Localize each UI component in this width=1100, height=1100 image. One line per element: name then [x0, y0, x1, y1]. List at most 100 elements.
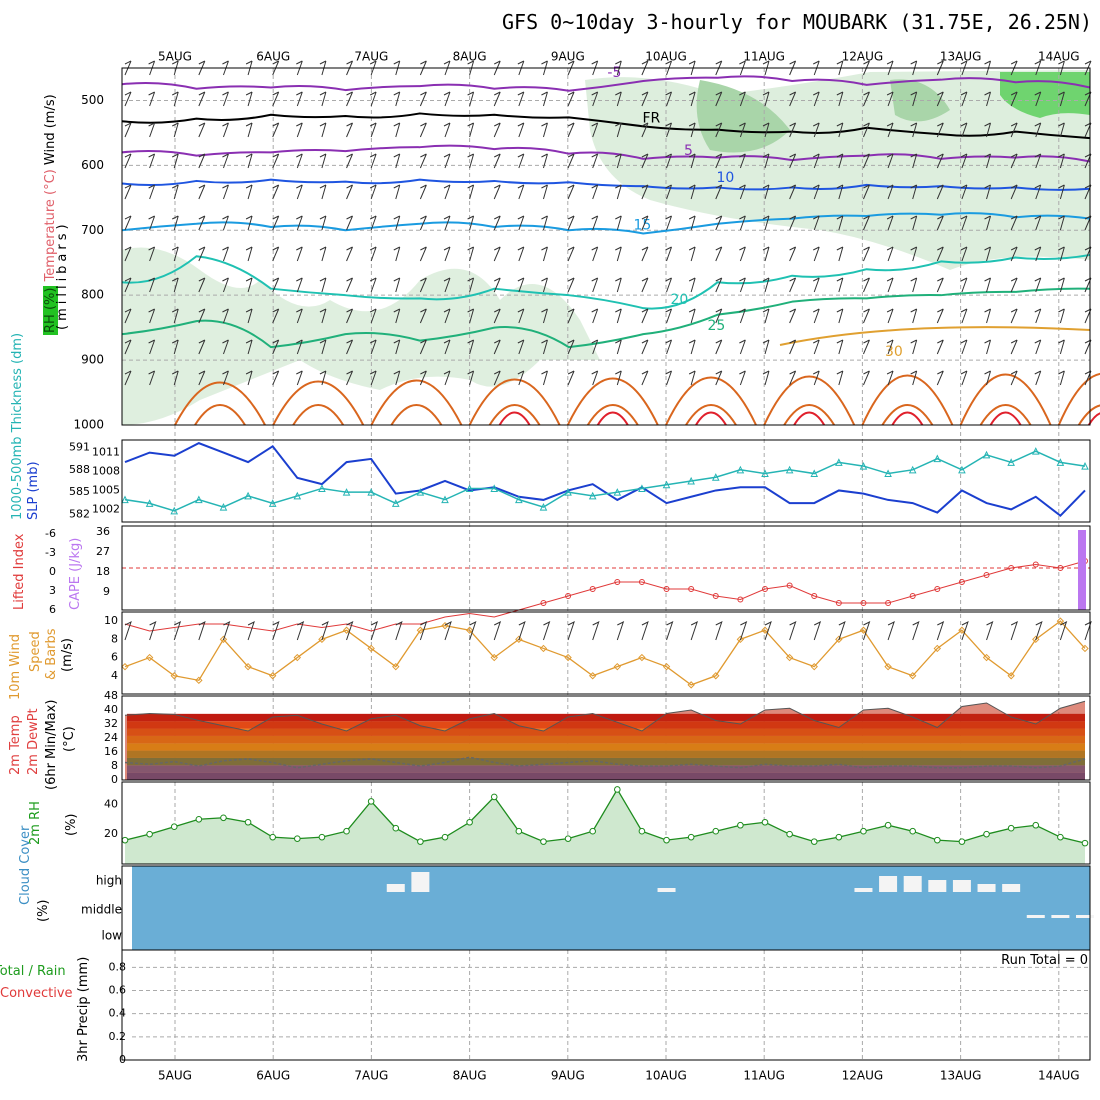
barb	[715, 184, 723, 200]
thickness-line	[124, 450, 1086, 512]
wind10-point	[736, 635, 745, 644]
barb	[936, 91, 944, 107]
wind10-point	[1081, 644, 1089, 653]
barb	[517, 370, 525, 386]
barb	[960, 91, 968, 107]
barb	[936, 308, 944, 324]
barb	[813, 308, 820, 324]
slp-ytick-1011: 1011	[92, 446, 120, 459]
hot-arc-9	[1087, 412, 1100, 426]
barb	[124, 246, 132, 262]
barb	[124, 153, 132, 169]
barb	[863, 91, 870, 107]
barb	[296, 277, 303, 293]
cape-ytick-2: 18	[96, 565, 110, 578]
barb	[665, 184, 673, 200]
barb	[641, 215, 649, 231]
barb	[789, 370, 797, 386]
rh2m-point	[564, 835, 572, 842]
wind10-barb	[936, 621, 945, 641]
barb	[1010, 91, 1018, 107]
thk-ytick-591: 591	[69, 440, 90, 453]
barb	[910, 246, 918, 262]
wind10-barb	[272, 621, 280, 641]
rh-shade-lower-left	[122, 247, 600, 425]
warm-arc-0	[174, 381, 266, 426]
barb	[245, 122, 253, 138]
barb	[443, 277, 451, 293]
barb	[172, 246, 179, 262]
barb	[715, 308, 723, 324]
xtick-top-12AUG: 12AUG	[842, 50, 884, 64]
wind10-point	[835, 635, 843, 644]
barb	[715, 277, 723, 293]
temp-unit-label: (°C)	[62, 726, 77, 752]
slp-label: SLP (mb)	[26, 461, 41, 520]
wind10-point	[958, 626, 966, 634]
barb	[346, 184, 353, 200]
barb	[222, 153, 229, 169]
rh2m-point	[220, 814, 227, 822]
barb	[665, 215, 673, 231]
wind10-ytick-4: 4	[111, 669, 118, 682]
barb	[615, 246, 622, 262]
thickness-point	[564, 488, 572, 496]
barb	[1058, 246, 1065, 262]
barb	[319, 339, 327, 355]
contour-label-30: 30	[885, 344, 903, 360]
rh2m-point	[244, 818, 252, 826]
rh2m-point	[786, 830, 793, 838]
li-point	[1057, 565, 1064, 571]
temp-ytick-40: 40	[104, 703, 118, 716]
thickness-point	[613, 488, 622, 496]
barb	[1010, 277, 1018, 293]
barb	[346, 122, 353, 138]
barb	[715, 153, 723, 169]
rh2m-point	[687, 833, 695, 841]
barb	[124, 91, 132, 107]
wind10-point	[515, 635, 523, 644]
barb	[443, 308, 451, 324]
temp-band	[127, 713, 1085, 722]
barb	[936, 370, 944, 386]
barb	[222, 215, 229, 231]
barb	[541, 91, 548, 107]
barb	[148, 153, 156, 169]
barb	[789, 122, 797, 138]
barb	[1010, 308, 1018, 324]
barb	[886, 370, 894, 386]
contour-label-25: 25	[707, 318, 725, 334]
barb	[615, 277, 622, 293]
barb	[836, 339, 844, 355]
warm-arc-7	[861, 374, 954, 426]
rh2m-point	[195, 815, 203, 823]
cloud-high-bar	[854, 888, 873, 892]
rh2m-point	[121, 836, 129, 844]
cape-label: CAPE (J/kg)	[68, 537, 83, 610]
temp-ytick-8: 8	[111, 759, 118, 772]
barb	[245, 153, 253, 169]
barb	[641, 153, 649, 169]
li-point	[860, 600, 867, 606]
barb	[124, 215, 132, 231]
barb	[272, 246, 280, 262]
wind10-point	[613, 662, 622, 671]
cloud-bg	[132, 866, 1090, 950]
thickness-point	[1007, 458, 1015, 466]
xtick-bottom-9AUG: 9AUG	[551, 1069, 585, 1083]
barb	[715, 370, 723, 386]
barb	[272, 308, 280, 324]
barb	[910, 277, 918, 293]
barb	[272, 153, 280, 169]
wind10-barb	[715, 621, 723, 641]
barb	[936, 246, 944, 262]
li-point	[712, 593, 719, 599]
barb	[886, 122, 894, 138]
barb	[813, 339, 820, 355]
wind10-point	[638, 653, 646, 662]
precip-total-label: Total / Rain	[0, 964, 66, 979]
cloud-mid-bar	[1026, 915, 1045, 918]
barb	[960, 370, 968, 386]
barb	[1058, 308, 1065, 324]
barb	[567, 277, 575, 293]
